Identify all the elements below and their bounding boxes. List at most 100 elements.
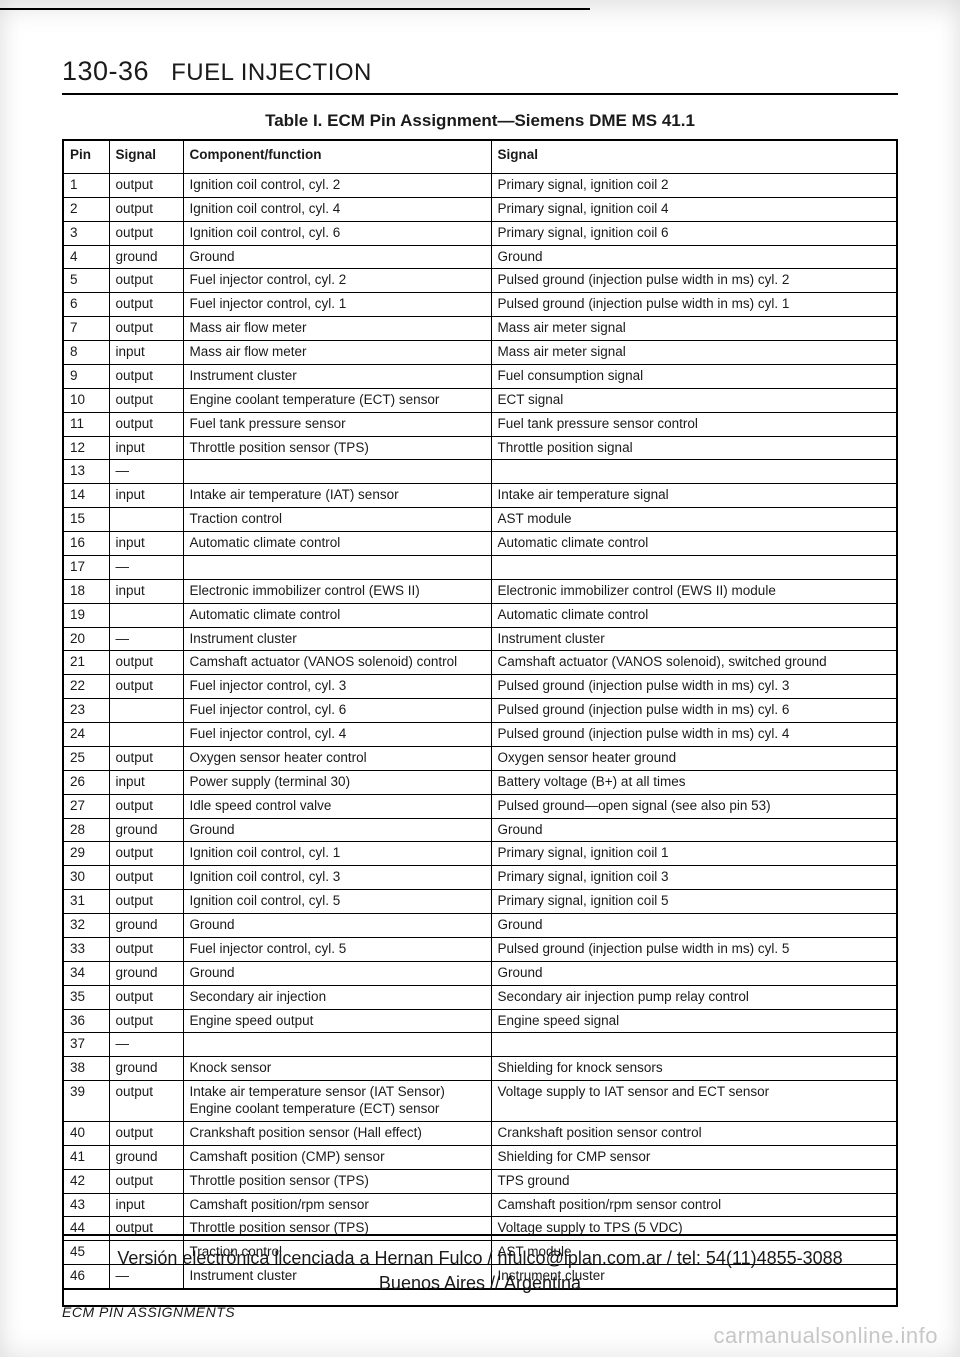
table-cell: 26	[63, 770, 109, 794]
table-cell: Ignition coil control, cyl. 2	[183, 173, 491, 197]
table-cell	[109, 699, 183, 723]
table-cell: 21	[63, 651, 109, 675]
table-cell: ground	[109, 1057, 183, 1081]
table-cell: 15	[63, 508, 109, 532]
table-cell: Battery voltage (B+) at all times	[491, 770, 897, 794]
table-row: 38groundKnock sensorShielding for knock …	[63, 1057, 897, 1081]
table-row: 17—	[63, 555, 897, 579]
table-cell: Electronic immobilizer control (EWS II) …	[491, 579, 897, 603]
table-cell: ground	[109, 818, 183, 842]
col-header-component: Component/function	[183, 140, 491, 173]
table-cell: output	[109, 412, 183, 436]
table-row: 42outputThrottle position sensor (TPS)TP…	[63, 1169, 897, 1193]
table-row: 37—	[63, 1033, 897, 1057]
table-cell: 42	[63, 1169, 109, 1193]
table-cell: Camshaft position (CMP) sensor	[183, 1145, 491, 1169]
table-cell: 43	[63, 1193, 109, 1217]
table-row: 28groundGroundGround	[63, 818, 897, 842]
table-cell: output	[109, 221, 183, 245]
table-row: 3outputIgnition coil control, cyl. 6Prim…	[63, 221, 897, 245]
table-cell: output	[109, 293, 183, 317]
table-cell: Fuel injector control, cyl. 5	[183, 937, 491, 961]
table-cell: Instrument cluster	[183, 364, 491, 388]
table-cell: input	[109, 484, 183, 508]
top-header-rule	[0, 8, 590, 10]
col-header-pin: Pin	[63, 140, 109, 173]
license-box: Versión electrónica licenciada a Hernan …	[62, 1234, 898, 1307]
table-row: 13—	[63, 460, 897, 484]
table-cell: Engine coolant temperature (ECT) sensor	[183, 388, 491, 412]
table-row: 5outputFuel injector control, cyl. 2Puls…	[63, 269, 897, 293]
table-cell: Camshaft position/rpm sensor	[183, 1193, 491, 1217]
table-row: 21outputCamshaft actuator (VANOS solenoi…	[63, 651, 897, 675]
table-row: 36outputEngine speed outputEngine speed …	[63, 1009, 897, 1033]
table-cell: output	[109, 388, 183, 412]
table-cell: Fuel injector control, cyl. 6	[183, 699, 491, 723]
table-cell: Shielding for knock sensors	[491, 1057, 897, 1081]
table-cell: Instrument cluster	[491, 627, 897, 651]
table-cell: input	[109, 436, 183, 460]
table-cell: Idle speed control valve	[183, 794, 491, 818]
table-head: Pin Signal Component/function Signal	[63, 140, 897, 173]
table-cell	[491, 1033, 897, 1057]
table-cell: TPS ground	[491, 1169, 897, 1193]
table-cell: —	[109, 460, 183, 484]
table-cell: 33	[63, 937, 109, 961]
table-cell: Ignition coil control, cyl. 4	[183, 197, 491, 221]
table-cell: 31	[63, 890, 109, 914]
table-cell: Camshaft actuator (VANOS solenoid) contr…	[183, 651, 491, 675]
table-row: 39outputIntake air temperature sensor (I…	[63, 1081, 897, 1122]
table-cell: Engine speed signal	[491, 1009, 897, 1033]
table-cell: Fuel injector control, cyl. 3	[183, 675, 491, 699]
table-cell: Instrument cluster	[183, 627, 491, 651]
table-cell: 22	[63, 675, 109, 699]
table-cell: Power supply (terminal 30)	[183, 770, 491, 794]
table-row: 14inputIntake air temperature (IAT) sens…	[63, 484, 897, 508]
table-row: 22outputFuel injector control, cyl. 3Pul…	[63, 675, 897, 699]
table-row: 32groundGroundGround	[63, 914, 897, 938]
table-cell: output	[109, 364, 183, 388]
table-row: 34groundGroundGround	[63, 961, 897, 985]
table-cell: ECT signal	[491, 388, 897, 412]
table-cell: input	[109, 1193, 183, 1217]
table-cell: output	[109, 842, 183, 866]
table-row: 16inputAutomatic climate controlAutomati…	[63, 532, 897, 556]
table-row: 7outputMass air flow meterMass air meter…	[63, 317, 897, 341]
table-cell: —	[109, 627, 183, 651]
table-cell: 11	[63, 412, 109, 436]
table-cell: 37	[63, 1033, 109, 1057]
table-cell	[183, 1033, 491, 1057]
table-row: 31outputIgnition coil control, cyl. 5Pri…	[63, 890, 897, 914]
table-cell: 23	[63, 699, 109, 723]
table-cell: output	[109, 866, 183, 890]
table-cell	[183, 460, 491, 484]
table-row: 10outputEngine coolant temperature (ECT)…	[63, 388, 897, 412]
table-cell: output	[109, 890, 183, 914]
table-row: 8inputMass air flow meterMass air meter …	[63, 341, 897, 365]
table-cell: 8	[63, 341, 109, 365]
table-cell: Pulsed ground (injection pulse width in …	[491, 937, 897, 961]
table-cell: 32	[63, 914, 109, 938]
table-cell: Ignition coil control, cyl. 6	[183, 221, 491, 245]
table-cell: output	[109, 746, 183, 770]
table-cell: Ground	[183, 961, 491, 985]
table-cell: ground	[109, 914, 183, 938]
table-cell: output	[109, 675, 183, 699]
table-cell: Oxygen sensor heater control	[183, 746, 491, 770]
col-header-signal-in: Signal	[109, 140, 183, 173]
table-row: 15Traction controlAST module	[63, 508, 897, 532]
table-cell: Camshaft actuator (VANOS solenoid), swit…	[491, 651, 897, 675]
table-cell	[491, 460, 897, 484]
table-cell: 27	[63, 794, 109, 818]
document-page: 130-36 FUEL INJECTION Table I. ECM Pin A…	[0, 0, 960, 1357]
table-cell: AST module	[491, 508, 897, 532]
table-cell: 29	[63, 842, 109, 866]
table-cell: Ground	[183, 818, 491, 842]
table-cell: output	[109, 1009, 183, 1033]
table-cell: 39	[63, 1081, 109, 1122]
table-cell: Engine speed output	[183, 1009, 491, 1033]
table-cell: Ignition coil control, cyl. 1	[183, 842, 491, 866]
table-row: 9outputInstrument clusterFuel consumptio…	[63, 364, 897, 388]
table-cell: Throttle position sensor (TPS)	[183, 1169, 491, 1193]
table-cell: Intake air temperature (IAT) sensor	[183, 484, 491, 508]
